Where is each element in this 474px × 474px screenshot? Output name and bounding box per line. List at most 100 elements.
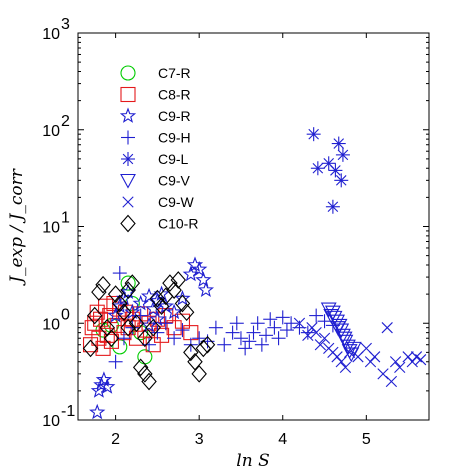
point-c8-r (103, 333, 119, 349)
point-c10-r (149, 289, 166, 308)
point-c10-r (141, 372, 157, 391)
legend-marker-c9-v (120, 173, 136, 189)
point-c10-r (170, 271, 187, 289)
legend-label-c9-v: C9-V (158, 173, 191, 189)
legend-label-c7-r: C7-R (158, 65, 191, 81)
point-c9-h (175, 323, 190, 338)
point-c9-w (343, 346, 356, 359)
point-c8-r (87, 315, 103, 331)
point-c10-r (132, 358, 149, 377)
point-c10-r (137, 365, 153, 383)
y-tick-label-exponent: 3 (61, 16, 70, 33)
point-c10-r (86, 306, 103, 325)
point-c9-h (238, 341, 253, 356)
point-c9-r (124, 303, 141, 320)
point-c9-v (345, 341, 362, 357)
y-tick-label-exponent: 1 (61, 210, 70, 227)
point-c10-r (178, 303, 195, 322)
point-c9-h (150, 325, 165, 340)
point-c9-h (142, 337, 157, 352)
point-c10-r (183, 343, 199, 362)
legend-label-c9-l: C9-L (158, 151, 189, 167)
point-c9-h (263, 312, 278, 327)
point-c10-r (162, 274, 178, 292)
point-c10-r (191, 365, 207, 383)
legend-label-c9-w: C9-W (158, 194, 195, 210)
point-c9-l (310, 161, 325, 176)
x-axis-label: ln S (236, 451, 269, 471)
point-c10-r (107, 285, 124, 303)
point-c9-h (225, 325, 240, 340)
point-c9-h (259, 328, 274, 343)
point-c9-h (208, 320, 223, 335)
point-c9-h (242, 334, 257, 349)
point-c9-r (107, 307, 124, 323)
point-c9-h (250, 316, 265, 331)
point-c9-v (329, 321, 346, 336)
legend-marker-c9-h (121, 130, 135, 145)
point-c9-w (314, 339, 326, 351)
point-c7-r (120, 275, 136, 291)
plot-area (77, 32, 430, 421)
point-c10-r (137, 329, 153, 348)
point-c8-r (154, 327, 170, 343)
point-c9-r (174, 289, 191, 306)
point-c9-r (191, 260, 208, 277)
legend-marker-c10-r (120, 214, 136, 233)
point-c10-r (128, 314, 145, 333)
x-tick-label: 2 (111, 431, 120, 448)
point-c9-w (394, 361, 406, 374)
point-c9-r (99, 378, 116, 394)
point-c9-h (229, 316, 244, 331)
point-c10-r (91, 283, 107, 301)
point-c9-h (275, 310, 290, 325)
point-c9-l (331, 136, 346, 151)
x-tick-label: 4 (278, 431, 287, 448)
legend-label-c9-h: C9-H (158, 130, 191, 146)
point-c9-h (284, 316, 299, 331)
x-tick-label: 5 (362, 431, 371, 448)
point-c10-r (145, 318, 161, 337)
point-c9-h (116, 331, 131, 346)
point-c10-r (195, 339, 212, 358)
y-axis-label: J_exp / J_corr (7, 168, 27, 286)
point-c9-h (108, 354, 123, 369)
point-c9-h (158, 316, 173, 331)
point-c9-l (325, 199, 340, 214)
point-c9-w (302, 329, 314, 341)
point-c9-h (233, 331, 248, 346)
point-c10-r (124, 274, 141, 292)
y-tick-label: 10 (42, 26, 60, 43)
legend-marker-c7-r (120, 65, 136, 81)
point-c9-h (317, 314, 332, 329)
y-tick-label-exponent: -1 (61, 403, 75, 420)
y-tick-label: 10 (42, 316, 60, 333)
point-c9-v (333, 323, 350, 339)
point-c10-r (95, 275, 111, 294)
y-tick-label: 10 (42, 220, 60, 237)
point-c10-r (103, 329, 120, 348)
point-c10-r (82, 339, 99, 358)
y-tick-label-exponent: 0 (61, 306, 70, 323)
point-c9-w (335, 356, 347, 368)
y-tick-label-exponent: 2 (61, 113, 70, 130)
point-c9-w (415, 354, 427, 366)
point-c9-w (381, 322, 393, 334)
point-c9-w (318, 332, 331, 344)
legend: C7-R C8-R C9-R C9-H C9-L C9-V C9-W C10-R (119, 65, 198, 233)
point-c10-r (174, 294, 191, 313)
point-c9-r (197, 281, 215, 298)
legend-label-c10-r: C10-R (158, 216, 198, 232)
point-c9-h (112, 266, 127, 281)
point-c9-l (306, 127, 321, 142)
y-tick-label: 10 (42, 413, 60, 430)
point-c10-r (199, 335, 216, 354)
point-c9-w (389, 356, 402, 368)
point-c10-r (112, 294, 128, 313)
point-c9-h (167, 331, 182, 346)
legend-marker-c8-r (120, 86, 136, 103)
point-c9-h (254, 337, 269, 352)
point-c9-h (267, 320, 282, 335)
